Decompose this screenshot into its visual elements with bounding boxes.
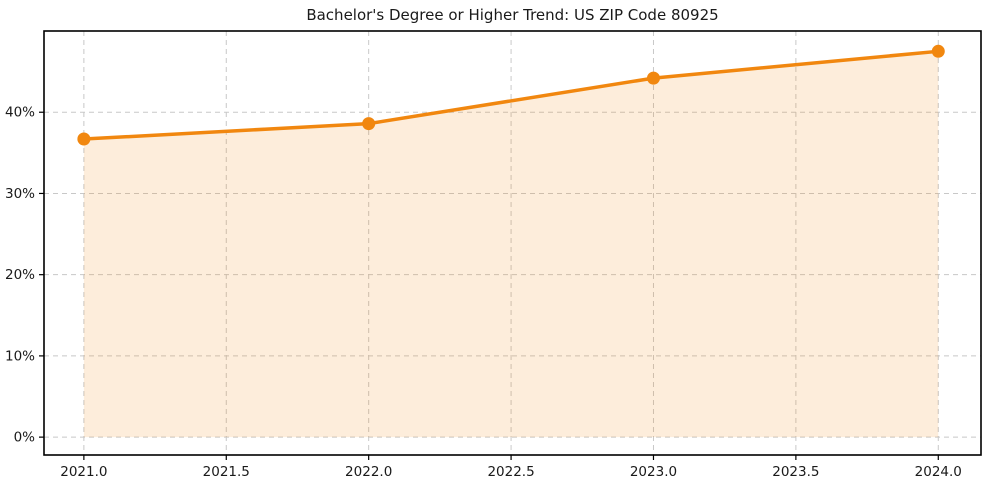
- x-tick-label: 2024.0: [915, 464, 962, 480]
- plot-frame: [43, 30, 982, 456]
- data-point-marker: [362, 117, 376, 131]
- x-tick-label: 2021.5: [203, 464, 250, 480]
- x-tick-label: 2022.5: [487, 464, 534, 480]
- y-tick-label: 0%: [14, 430, 36, 446]
- data-point-marker: [646, 71, 660, 85]
- trend-line: [82, 49, 941, 141]
- data-point-marker: [77, 132, 91, 146]
- y-tick-label: 40%: [5, 105, 35, 121]
- x-tick-label: 2023.0: [630, 464, 677, 480]
- data-point-marker: [931, 44, 945, 58]
- y-tick-label: 30%: [5, 186, 35, 202]
- y-tick-label: 20%: [5, 267, 35, 283]
- y-tick-label: 10%: [5, 348, 35, 364]
- chart-title: Bachelor's Degree or Higher Trend: US ZI…: [306, 6, 719, 24]
- area-fill: [83, 51, 939, 438]
- x-tick-label: 2021.0: [60, 464, 107, 480]
- x-tick-label: 2022.0: [345, 464, 392, 480]
- x-tick-label: 2023.5: [772, 464, 819, 480]
